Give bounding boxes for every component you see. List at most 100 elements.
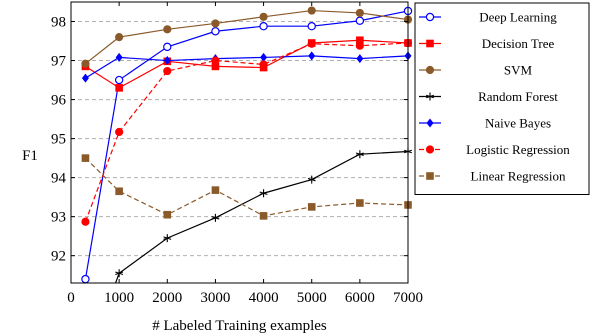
data-point (211, 213, 220, 222)
data-point (356, 54, 364, 64)
data-point (356, 199, 364, 207)
y-tick-label: 95 (51, 132, 66, 148)
legend-label: SVM (504, 63, 533, 78)
data-point (259, 189, 268, 198)
data-point (211, 186, 220, 194)
data-point (163, 56, 171, 66)
legend-item: Linear Regression (419, 169, 566, 184)
legend-label: Random Forest (478, 89, 558, 104)
data-point (355, 16, 365, 25)
plot-area (70, 1, 409, 284)
data-point (259, 12, 268, 21)
data-point (260, 52, 268, 62)
legend-item: Random Forest (419, 89, 558, 104)
series-linear-regression (81, 154, 412, 220)
legend-item: Naive Bayes (419, 116, 551, 131)
x-tick-label: 2000 (152, 290, 182, 306)
data-point (259, 212, 268, 220)
legend-box (414, 2, 590, 195)
x-tick-label: 6000 (345, 290, 375, 306)
series-line (114, 150, 408, 283)
legend-item: Logistic Regression (419, 142, 570, 157)
legend-label: Decision Tree (482, 36, 555, 51)
data-point (115, 127, 124, 137)
series-line (85, 55, 408, 79)
data-point (355, 8, 364, 18)
data-point (115, 269, 124, 278)
series-line (85, 39, 408, 89)
data-point (211, 19, 220, 28)
data-point (163, 66, 172, 76)
data-point (308, 51, 316, 61)
data-point (259, 21, 268, 31)
y-tick-label: 97 (51, 54, 67, 70)
data-point (211, 27, 220, 36)
data-point (163, 210, 172, 219)
data-point (163, 25, 172, 34)
data-point (81, 59, 90, 68)
x-axis: 0 1000 2000 3000 4000 5000 6000 7000 (67, 2, 423, 306)
y-tick-label: 94 (51, 171, 67, 187)
x-tick-label: 5000 (297, 290, 327, 306)
legend-label: Linear Regression (471, 169, 566, 184)
grid (71, 21, 408, 257)
data-point (115, 52, 123, 62)
data-point (81, 217, 90, 226)
series-line (85, 157, 408, 217)
series-deep-learning (81, 6, 413, 284)
y-tick-label: 96 (51, 93, 67, 109)
data-point (115, 84, 123, 92)
legend-marker (426, 118, 434, 128)
y-tick-label: 98 (51, 15, 66, 31)
data-point (163, 234, 172, 243)
data-point (355, 150, 364, 159)
y-tick-label: 93 (51, 210, 66, 226)
data-point (211, 62, 220, 71)
data-point (355, 41, 364, 50)
data-point (307, 6, 316, 15)
legend-label: Naive Bayes (485, 116, 551, 131)
data-point (81, 274, 90, 284)
series-naive-bayes (81, 51, 412, 83)
data-point (307, 203, 316, 211)
data-point (115, 33, 124, 42)
legend-item: SVM (419, 63, 533, 78)
data-point (211, 56, 220, 65)
series-line (85, 9, 408, 65)
legend-marker (426, 92, 434, 101)
legend-marker (426, 39, 434, 48)
legend-marker (425, 65, 435, 75)
data-point (356, 36, 364, 45)
series-line (84, 10, 408, 280)
x-tick-label: 3000 (200, 290, 230, 306)
legend-marker (425, 145, 435, 154)
data-point (307, 175, 316, 184)
data-point (115, 187, 123, 196)
legend-item: Deep Learning (419, 10, 557, 25)
x-tick-label: 1000 (104, 290, 134, 306)
x-axis-label: # Labeled Training examples (152, 318, 327, 334)
x-tick-label: 0 (67, 290, 75, 306)
x-tick-label: 4000 (249, 290, 279, 306)
y-axis: 92 93 94 95 96 97 98 (51, 15, 408, 265)
y-tick-label: 92 (51, 249, 66, 265)
x-tick-label: 7000 (393, 290, 423, 306)
y-axis-label: F1 (22, 148, 38, 164)
series-layer (81, 6, 413, 284)
legend-marker (425, 12, 435, 22)
data-point (163, 42, 172, 52)
series-line (84, 42, 408, 222)
data-point (114, 75, 124, 85)
legend: Deep Learning Decision Tree SVM Random Fore… (414, 2, 590, 195)
data-point (307, 39, 316, 48)
legend-item: Decision Tree (419, 36, 555, 51)
legend-label: Logistic Regression (466, 142, 570, 157)
legend-marker (426, 172, 434, 180)
data-point (307, 21, 316, 31)
data-point (259, 60, 268, 69)
data-point (81, 73, 89, 83)
data-point (81, 154, 90, 162)
legend-label: Deep Learning (479, 10, 557, 25)
series-random-forest (114, 147, 412, 283)
